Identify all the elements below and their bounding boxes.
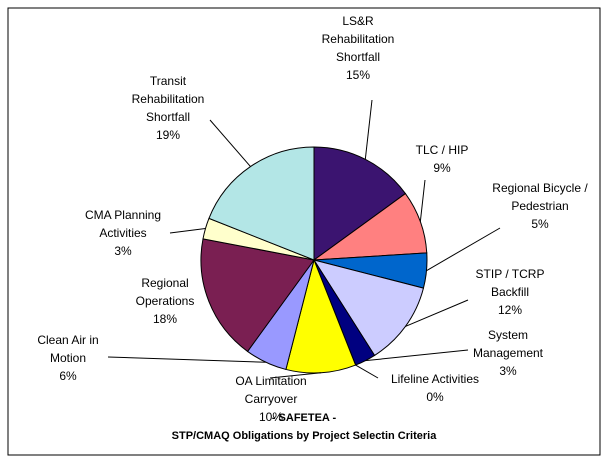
slice-value: 3% xyxy=(114,244,132,258)
slice-label: LS&R Rehabilitation Shortfall 15% xyxy=(313,12,403,84)
slice-label: Regional Bicycle / Pedestrian 5% xyxy=(478,179,603,233)
leader-line xyxy=(419,179,426,222)
slice-value: 5% xyxy=(531,217,549,231)
slice-name: LS&R Rehabilitation Shortfall xyxy=(321,14,395,64)
leader-line xyxy=(355,364,379,379)
slice-name: Clean Air in Motion xyxy=(37,333,99,365)
slice-name: Transit Rehabilitation Shortfall xyxy=(131,74,205,124)
leader-line xyxy=(169,227,206,234)
leader-line xyxy=(209,119,251,167)
slice-value: 3% xyxy=(499,364,517,378)
slice-value: 9% xyxy=(433,161,451,175)
slice-name: TLC / HIP xyxy=(415,143,469,157)
slice-value: 19% xyxy=(155,128,181,142)
slice-value: 10% xyxy=(258,410,284,424)
slice-label: TLC / HIP 9% xyxy=(402,141,482,177)
pie-slice xyxy=(285,258,357,374)
slice-name: Regional Bicycle / Pedestrian xyxy=(492,181,588,213)
slice-name: OA Limitation Carryover xyxy=(235,374,307,406)
leader-line xyxy=(269,372,322,379)
slice-value: 15% xyxy=(345,68,371,82)
slice-value: 6% xyxy=(59,369,77,383)
slice-label: System Management 3% xyxy=(468,326,548,380)
slice-value: 12% xyxy=(497,303,523,317)
chart-subtitle: STP/CMAQ Obligations by Project Selectin… xyxy=(171,430,437,442)
leader-line xyxy=(405,299,469,327)
pie-slice xyxy=(313,146,407,261)
leader-line xyxy=(426,227,501,272)
leader-line xyxy=(364,99,373,160)
slice-label: Regional Operations 18% xyxy=(128,274,203,328)
chart-title: - SAFETEA - xyxy=(271,412,337,424)
pie-slice xyxy=(200,238,315,353)
slice-name: Regional Operations xyxy=(135,276,195,308)
slice-value: 0% xyxy=(426,390,444,404)
slice-name: CMA Planning Activities xyxy=(84,208,162,240)
leader-line xyxy=(365,349,469,362)
slice-value: 18% xyxy=(152,312,178,326)
slice-label: OA Limitation Carryover 10% xyxy=(221,372,321,426)
slice-label: Transit Rehabilitation Shortfall 19% xyxy=(123,72,213,144)
leader-line xyxy=(107,356,266,363)
slice-label: Clean Air in Motion 6% xyxy=(33,331,103,385)
pie-slice xyxy=(312,259,425,357)
slice-name: System Management xyxy=(472,328,544,360)
slice-label: Lifeline Activities 0% xyxy=(375,370,495,406)
slice-name: STIP / TCRP Backfill xyxy=(475,267,545,299)
slice-label: CMA Planning Activities 3% xyxy=(73,206,173,260)
slice-label: STIP / TCRP Backfill 12% xyxy=(470,265,550,319)
slice-name: Lifeline Activities xyxy=(390,372,480,386)
